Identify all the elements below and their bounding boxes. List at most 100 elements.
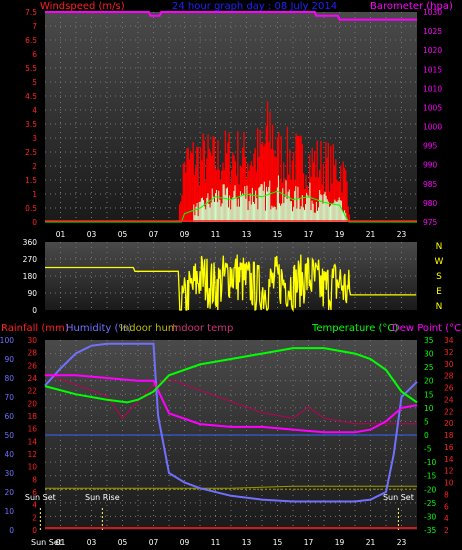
hour-tick: 11 xyxy=(211,230,221,239)
dew-point-line xyxy=(45,374,418,434)
temperature-tick: 10 xyxy=(424,404,434,413)
legend-humidity: Humidity (%) xyxy=(66,323,132,334)
humidity-tick: 40 xyxy=(4,450,14,459)
hour-tick: 21 xyxy=(366,538,376,547)
indoor-temp-tick: 16 xyxy=(444,443,454,452)
legend-indoor-temp: Indoor temp xyxy=(172,323,233,334)
indoor-temp-tick: 20 xyxy=(444,419,454,428)
hour-tick: 13 xyxy=(242,230,252,239)
hour-tick: 19 xyxy=(335,230,345,239)
rain-tick: 4 xyxy=(32,501,37,510)
compass-label: N xyxy=(436,242,443,252)
hour-tick: 03 xyxy=(87,538,97,547)
windspeed-tick: 6.5 xyxy=(25,36,37,45)
temperature-tick: -30 xyxy=(424,512,436,521)
temperature-tick: 0 xyxy=(424,431,429,440)
temperature-tick: 5 xyxy=(424,417,429,426)
wind-direction-series xyxy=(45,254,417,313)
humidity-tick: 50 xyxy=(4,431,14,440)
windspeed-tick: 1 xyxy=(32,190,37,199)
humidity-tick: 60 xyxy=(4,412,14,421)
temperature-tick: 20 xyxy=(424,377,434,386)
hour-tick: 15 xyxy=(273,538,283,547)
hour-tick: 01 xyxy=(56,538,66,547)
indoor-temp-tick: 18 xyxy=(444,431,454,440)
windspeed-tick: 5 xyxy=(32,78,37,87)
barometer-tick: 990 xyxy=(423,161,438,170)
hour-tick: 17 xyxy=(304,538,314,547)
hour-tick: 05 xyxy=(118,230,128,239)
indoor-temp-tick: 12 xyxy=(444,467,454,476)
hour-tick: 09 xyxy=(180,538,190,547)
indoor-temp-tick: 4 xyxy=(444,514,449,523)
barometer-tick: 1005 xyxy=(423,103,442,112)
wind-direction-line xyxy=(45,254,417,313)
indoor-temp-tick: 10 xyxy=(444,479,454,488)
windspeed-tick: 0 xyxy=(32,218,37,227)
compass-label: E xyxy=(436,287,442,297)
rain-tick: 16 xyxy=(27,425,37,434)
rain-tick: 18 xyxy=(27,412,37,421)
direction-tick: 270 xyxy=(23,255,38,264)
rain-tick: 24 xyxy=(27,374,37,383)
rain-tick: 6 xyxy=(32,488,37,497)
humidity-tick: 30 xyxy=(4,469,14,478)
direction-tick: 180 xyxy=(23,272,38,281)
wind-barometer-series xyxy=(45,11,417,223)
indoor-temp-tick: 14 xyxy=(444,455,454,464)
barometer-tick: 980 xyxy=(423,199,438,208)
windspeed-axis-label: Windspeed (m/s) xyxy=(40,1,125,12)
rain-tick: 10 xyxy=(27,463,37,472)
rain-tick: 8 xyxy=(32,475,37,484)
indoor-temp-tick: 8 xyxy=(444,490,449,499)
temperature-tick: -5 xyxy=(424,445,432,454)
temperature-tick: 15 xyxy=(424,390,434,399)
hour-tick: 17 xyxy=(304,230,314,239)
compass-label: W xyxy=(435,257,444,267)
hour-tick: 09 xyxy=(180,230,190,239)
indoor-hum-line xyxy=(45,485,417,489)
humidity-line xyxy=(44,342,418,503)
rain-tick: 30 xyxy=(27,336,37,345)
temperature-tick: -20 xyxy=(424,485,436,494)
hour-tick: 11 xyxy=(211,538,221,547)
windspeed-tick: 5.5 xyxy=(25,64,37,73)
temp-humidity-grid xyxy=(45,340,417,530)
barometer-tick: 995 xyxy=(423,142,438,151)
indoor-temp-tick: 22 xyxy=(444,407,454,416)
barometer-tick: 1025 xyxy=(423,27,442,36)
average-wind-line xyxy=(45,190,417,223)
temperature-tick: -25 xyxy=(424,499,436,508)
hour-tick: 01 xyxy=(56,230,66,239)
temperature-tick: 30 xyxy=(424,350,434,359)
legend-temperature: Temperature (°C) xyxy=(311,323,398,334)
temperature-tick: -35 xyxy=(424,526,436,535)
hour-tick: 21 xyxy=(366,230,376,239)
rain-tick: 12 xyxy=(27,450,37,459)
rain-tick: 28 xyxy=(27,349,37,358)
windspeed-tick: 1.5 xyxy=(25,176,37,185)
temp-humidity-series xyxy=(39,342,418,530)
wind-barometer-ticks: 7.576.565.554.543.532.521.510.5010301025… xyxy=(25,8,442,239)
barometer-tick: 1000 xyxy=(423,123,442,132)
barometer-tick: 1015 xyxy=(423,65,442,74)
direction-tick: 360 xyxy=(23,238,38,247)
indoor-temp-tick: 34 xyxy=(444,336,454,345)
sun-event-label: Sun Set xyxy=(383,493,414,502)
barometer-tick: 985 xyxy=(423,180,438,189)
humidity-tick: 20 xyxy=(4,488,14,497)
hour-tick: 23 xyxy=(397,230,407,239)
hour-tick: 07 xyxy=(149,230,159,239)
direction-tick: 90 xyxy=(27,289,37,298)
indoor-temp-tick: 2 xyxy=(444,526,449,535)
indoor-temp-tick: 32 xyxy=(444,348,454,357)
windspeed-tick: 7 xyxy=(32,22,37,31)
legend-indoor-hum: Indoor hum xyxy=(120,323,178,334)
rain-tick: 22 xyxy=(27,387,37,396)
humidity-tick: 70 xyxy=(4,393,14,402)
rain-tick: 14 xyxy=(27,437,37,446)
chart-title: 24 hour graph day : 08 July 2014 xyxy=(172,1,337,12)
barometer-tick: 1020 xyxy=(423,46,442,55)
